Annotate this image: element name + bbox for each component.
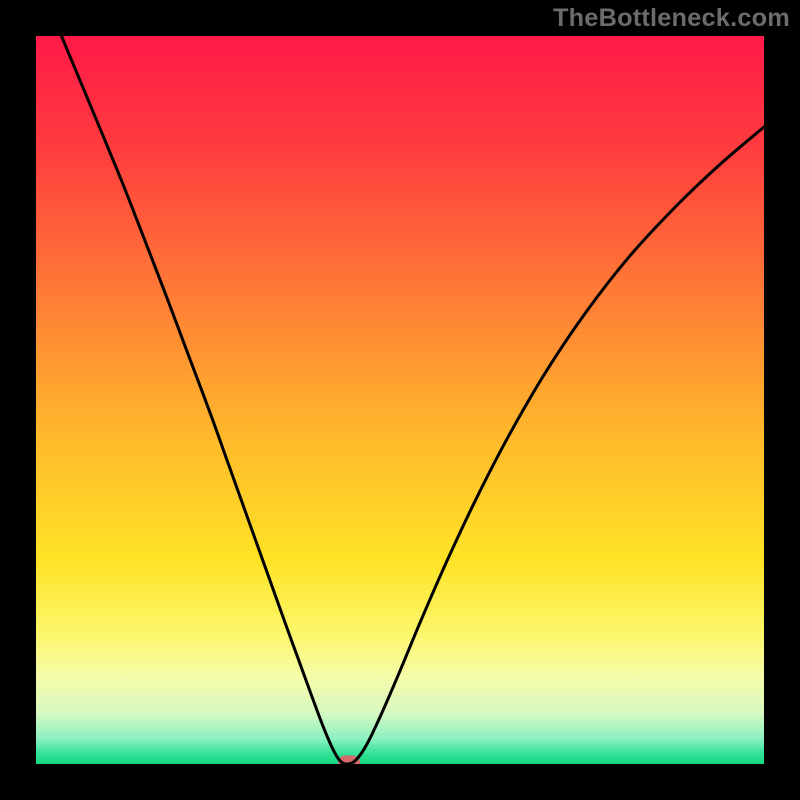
bottleneck-chart-svg bbox=[0, 0, 800, 800]
chart-plot-area bbox=[36, 36, 764, 764]
chart-stage: TheBottleneck.com bbox=[0, 0, 800, 800]
watermark-text: TheBottleneck.com bbox=[553, 4, 790, 33]
